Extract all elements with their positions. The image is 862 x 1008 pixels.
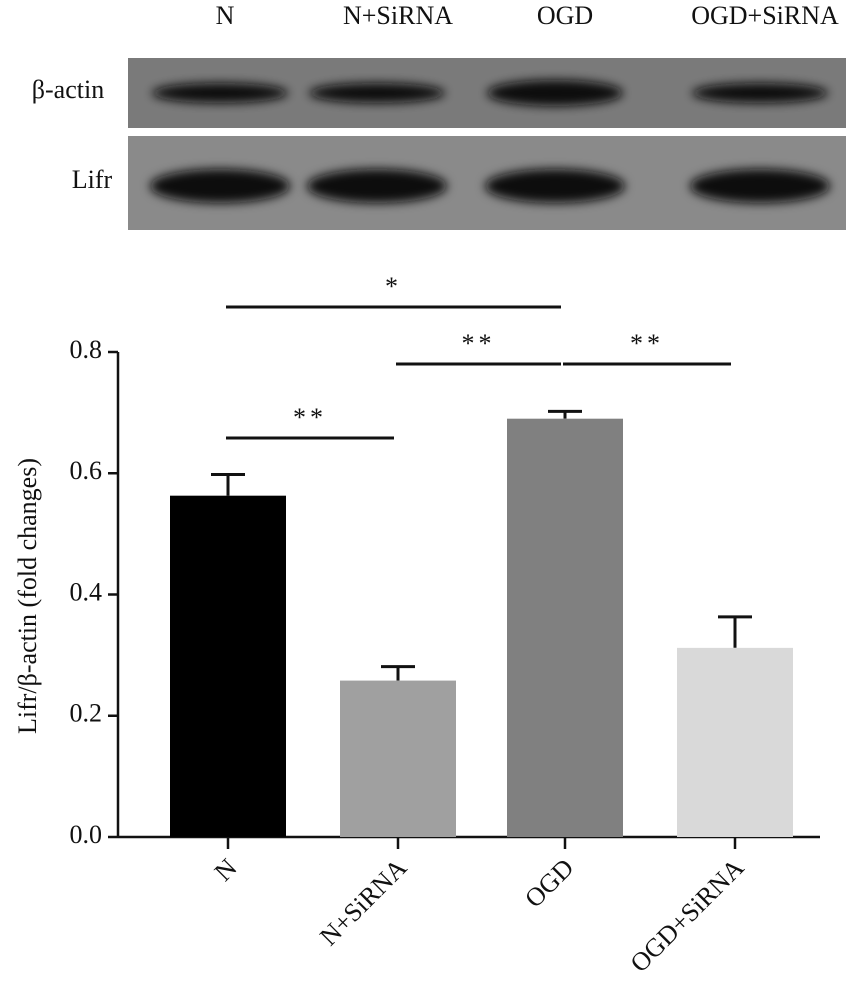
blot-band [485,169,625,203]
blot-lane-label: OGD+SiRNA [691,1,839,30]
y-tick-label: 0.4 [70,577,103,606]
blot-band [307,169,447,203]
blot-row-label: Lifr [72,165,113,194]
bar [507,418,623,837]
blot-band [150,169,290,203]
x-tick-label: N [209,853,243,887]
significance-label: * [385,272,402,301]
y-axis-label: Lifr/β-actin (fold changes) [13,458,42,734]
bar [677,647,793,837]
x-tick-label: OGD [519,853,579,913]
y-tick-label: 0.2 [70,699,103,728]
significance-label: ** [462,329,496,358]
blot-lane-label: N [216,1,235,30]
blot-row-label: β-actin [32,75,104,104]
bar [340,680,456,837]
significance-label: ** [293,403,327,432]
y-tick-label: 0.0 [70,820,103,849]
significance-label: ** [630,329,664,358]
x-tick-label: OGD+SiRNA [625,853,750,978]
y-tick-label: 0.8 [70,335,103,364]
blot-band [309,83,445,103]
blot-band [692,83,828,103]
bar [170,495,286,837]
blot-band [487,80,623,106]
blot-lane-label: OGD [537,1,593,30]
blot-lane-label: N+SiRNA [343,1,453,30]
y-tick-label: 0.6 [70,456,103,485]
x-tick-label: N+SiRNA [314,853,412,951]
blot-band [152,83,288,103]
blot-band [690,169,830,203]
